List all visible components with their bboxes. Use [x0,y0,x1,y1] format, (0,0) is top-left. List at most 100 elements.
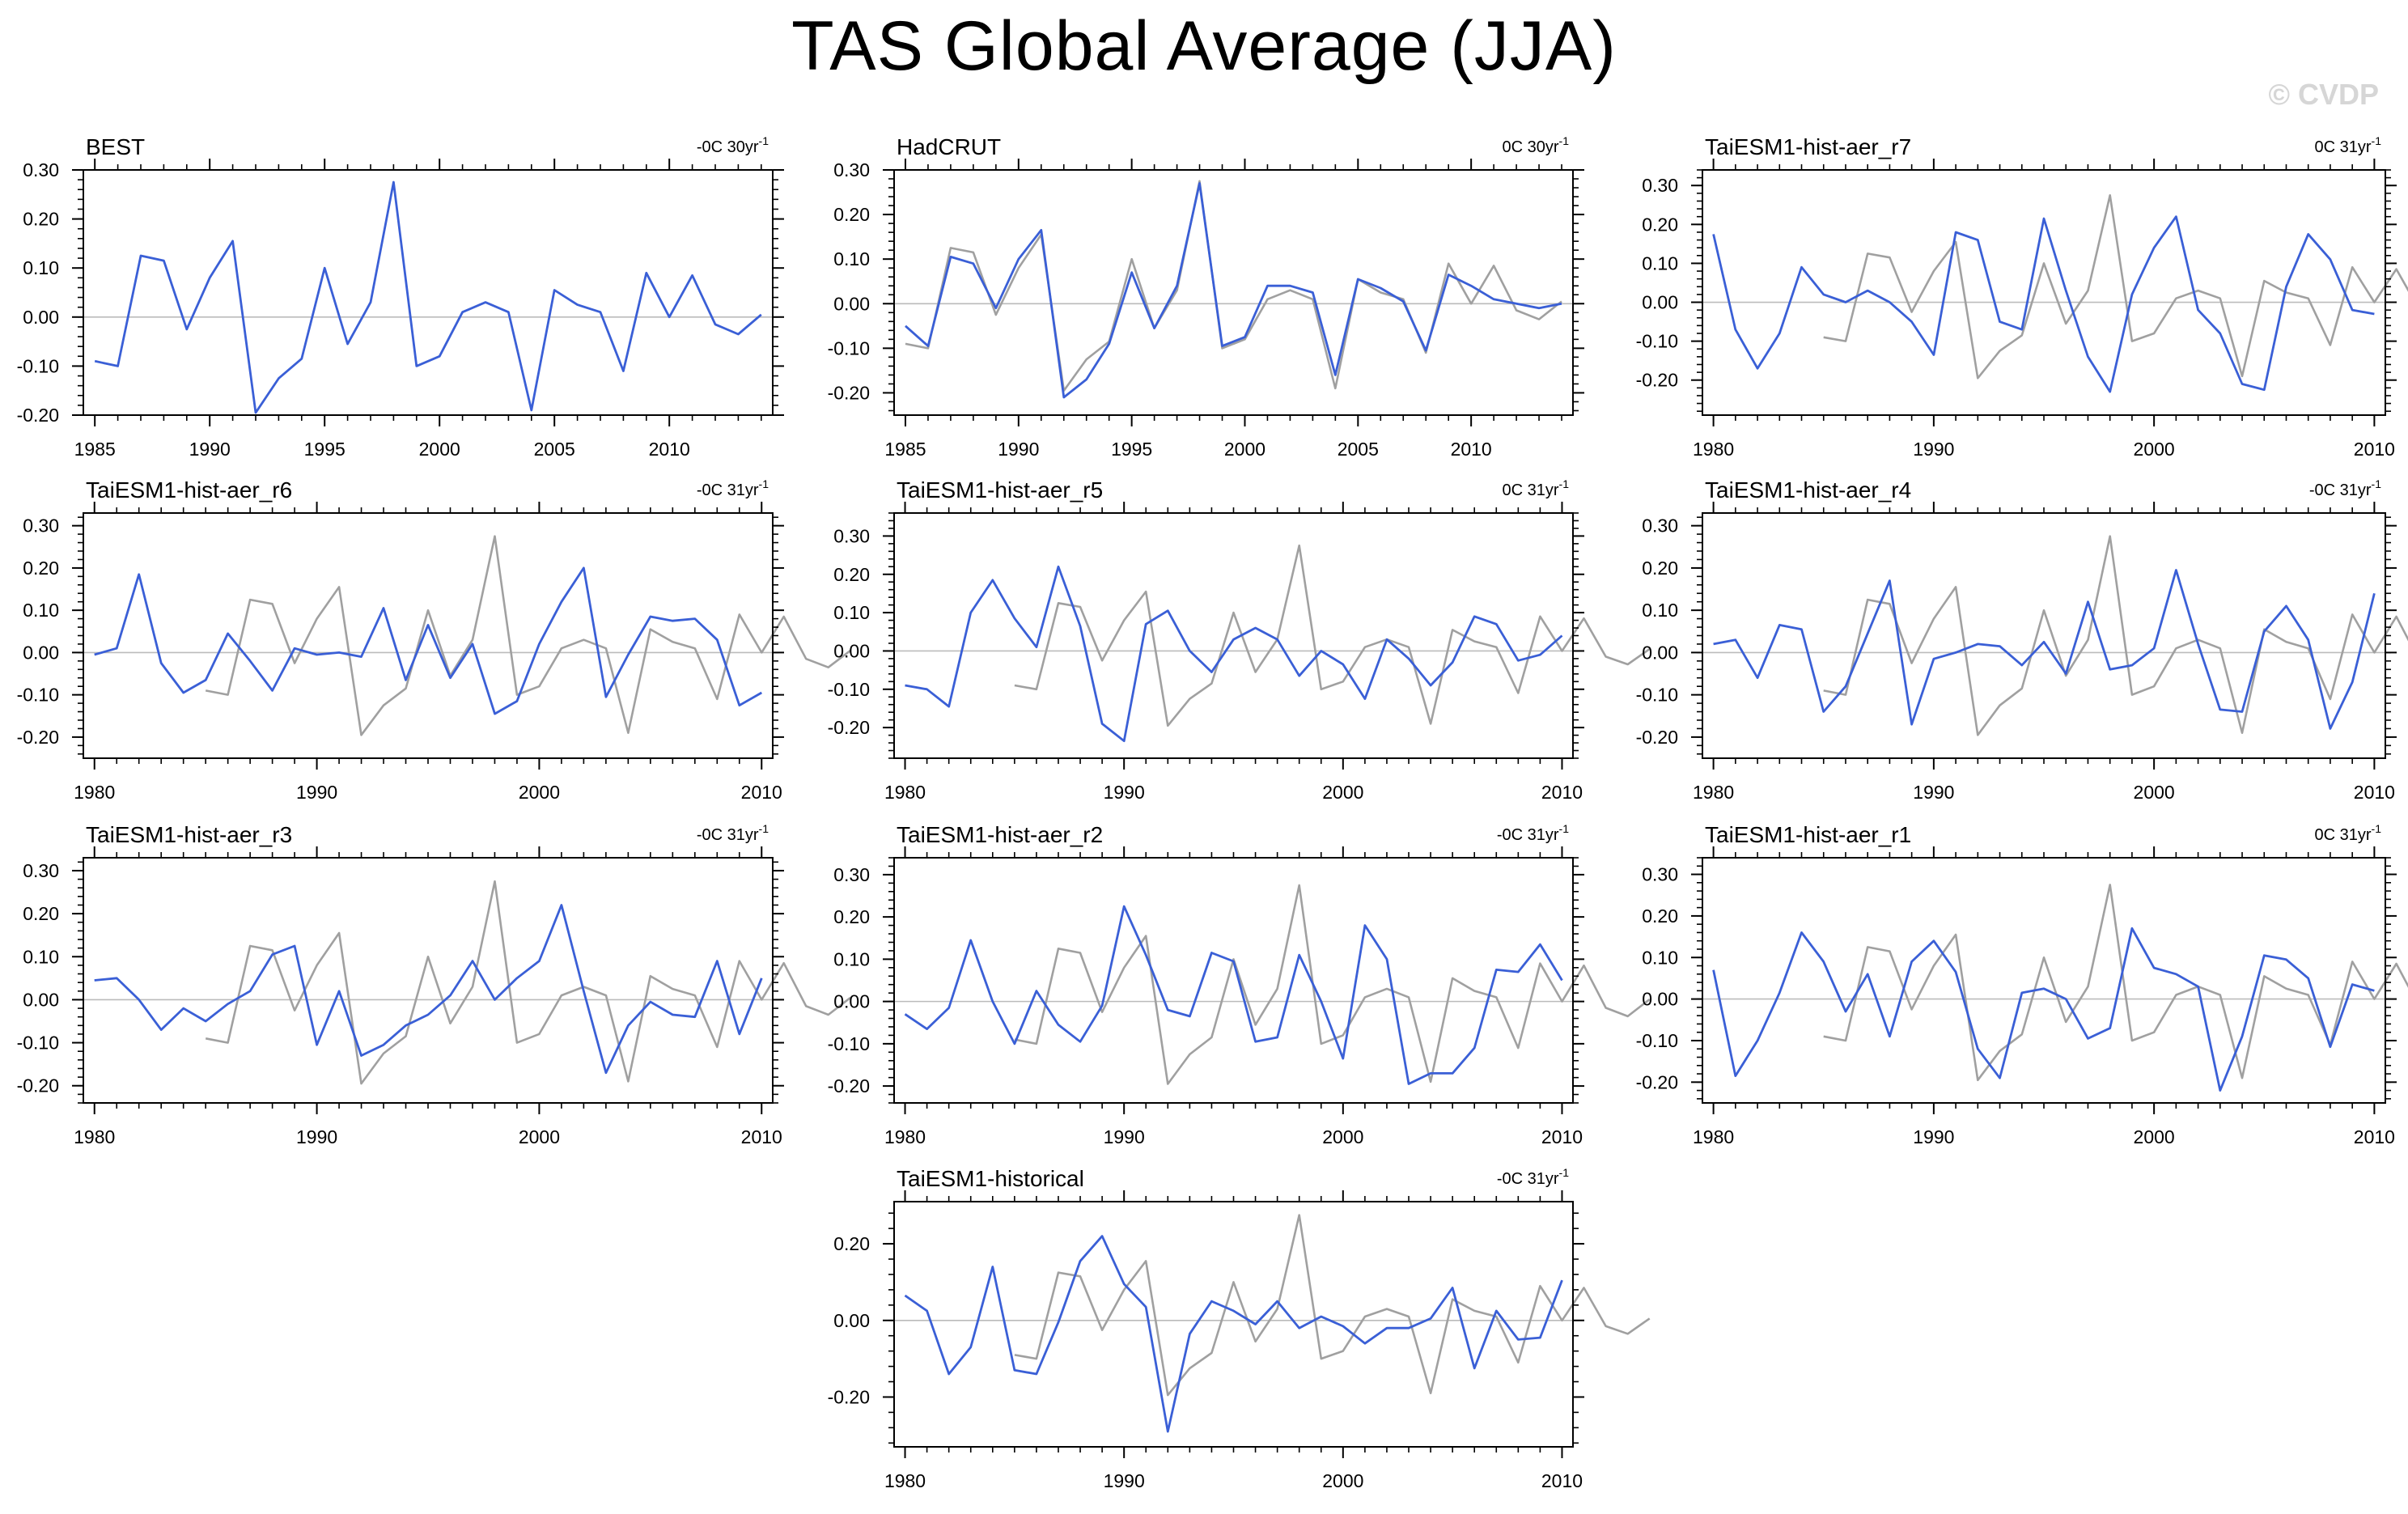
x-tick-label: 1980 [884,782,926,803]
y-tick-label: 0.00 [1642,642,1678,663]
panel-title: BEST [86,134,145,159]
trend-exponent: -1 [2372,822,2382,835]
y-tick-label: 0.20 [23,558,59,579]
series-line-obs [1014,1214,1651,1397]
x-tick-label: 2010 [649,439,690,460]
series-line [904,1235,1563,1433]
chart-panel: -0.20 -0.10 0.00 0.10 0.20 0.30 1980 1990 2000 20… [828,822,1651,1147]
y-tick-label: 0.30 [833,864,870,885]
trend-label: -0C 31yr-1 [697,822,769,844]
x-tick-label: 1985 [884,439,926,460]
y-tick-label: 0.00 [833,991,870,1012]
x-tick-label: 2010 [741,782,782,803]
y-tick-label: -0.20 [1636,727,1678,748]
trend-exponent: -1 [759,134,769,147]
y-tick-label: 0.10 [23,600,59,621]
trend-value: 0C 31yr [2315,826,2372,844]
x-tick-label: 2010 [741,1126,782,1147]
trend-exponent: -1 [759,822,769,835]
y-tick-label: 0.10 [23,946,59,967]
trend-label: 0C 31yr-1 [2315,134,2382,156]
trend-value: -0C 31yr [2309,481,2372,499]
y-tick-label: 0.00 [23,642,59,663]
x-tick-label: 2000 [519,782,560,803]
x-tick-label: 2010 [2354,439,2395,460]
chart-panel: -0.20 -0.10 0.00 0.10 0.20 0.30 1980 1990 2000 20… [17,822,851,1147]
plot-frame [1702,857,2386,1104]
x-tick-label: 2010 [1541,782,1583,803]
series-line [905,565,1563,743]
x-tick-label: 2000 [1224,439,1265,460]
y-tick-label: 0.20 [23,903,59,924]
panel-title: TaiESM1-hist-aer_r7 [1705,134,1911,159]
x-tick-label: 1990 [189,439,231,460]
series-line [94,566,762,715]
y-tick-label: 0.00 [1642,292,1678,313]
trend-value: -0C 31yr [1497,826,1559,844]
trend-label: -0C 31yr-1 [1497,822,1569,844]
series-line [1712,927,2375,1092]
series-line-obs [205,880,851,1085]
x-tick-label: 2010 [2354,782,2395,803]
plot-frame [83,857,774,1104]
x-tick-label: 2000 [519,1126,560,1147]
chart-panel: -0.20 -0.10 0.00 0.10 0.20 0.30 1985 1990 1995 20… [828,134,1584,460]
chart-panel: -0.20 0.00 0.20 1980 1990 2000 2010 TaiESM1-his… [828,1166,1651,1491]
x-tick-label: 1990 [1104,1470,1145,1491]
x-tick-label: 1980 [74,782,115,803]
chart-panel: -0.20 -0.10 0.00 0.10 0.20 0.30 1980 1990 2000 20… [1636,822,2408,1147]
y-tick-label: 0.30 [1642,864,1678,885]
x-tick-label: 1990 [1104,1126,1145,1147]
y-tick-label: -0.20 [17,1075,59,1096]
x-tick-label: 2000 [1322,1126,1363,1147]
series-line-obs [1014,884,1651,1085]
panel-title: TaiESM1-hist-aer_r4 [1705,477,1911,503]
y-tick-label: 0.30 [23,515,59,536]
trend-exponent: -1 [1559,1166,1570,1179]
trend-value: 0C 31yr [1503,481,1559,499]
x-tick-label: 2010 [1451,439,1492,460]
y-tick-label: -0.20 [1636,370,1678,391]
y-tick-label: -0.20 [828,717,870,738]
x-tick-label: 1995 [1111,439,1152,460]
trend-label: -0C 31yr-1 [697,477,769,499]
y-tick-label: 0.00 [1642,989,1678,1010]
panel-title: TaiESM1-hist-aer_r2 [897,822,1103,847]
trend-label: 0C 31yr-1 [2315,822,2382,844]
series-line [1712,215,2375,393]
trend-exponent: -1 [759,477,769,490]
x-tick-label: 2000 [2134,439,2175,460]
x-tick-label: 1980 [1693,782,1734,803]
panel-title: TaiESM1-hist-aer_r3 [86,822,292,847]
series-line [94,904,763,1075]
series-line-obs [1823,194,2408,380]
x-tick-label: 2010 [2354,1126,2395,1147]
y-tick-label: 0.20 [1642,905,1678,927]
x-tick-label: 2010 [1541,1470,1583,1491]
panel-title: HadCRUT [897,134,1001,159]
y-tick-label: -0.20 [828,1386,870,1407]
x-tick-label: 1980 [1693,439,1734,460]
y-tick-label: -0.10 [1636,1030,1678,1051]
y-tick-label: 0.00 [833,1310,870,1331]
trend-exponent: -1 [1559,822,1570,835]
y-tick-label: -0.10 [1636,331,1678,352]
y-tick-label: 0.20 [833,906,870,927]
x-tick-label: 1980 [74,1126,115,1147]
plot-frame [893,512,1574,759]
x-tick-label: 2000 [419,439,460,460]
x-tick-label: 2000 [2134,1126,2175,1147]
y-tick-label: 0.10 [23,257,59,278]
series-line-obs [1014,544,1651,727]
panel-title: TaiESM1-historical [897,1166,1084,1191]
y-tick-label: 0.00 [833,640,870,661]
trend-label: 0C 31yr-1 [1503,477,1570,499]
y-tick-label: -0.20 [828,382,870,403]
plot-frame [83,512,774,759]
plot-frame [83,169,774,416]
series-line-obs [205,535,851,736]
y-tick-label: 0.30 [1642,175,1678,196]
series-line [904,905,1563,1085]
chart-panel: -0.20 -0.10 0.00 0.10 0.20 0.30 1985 1990 1995 20… [17,134,784,460]
